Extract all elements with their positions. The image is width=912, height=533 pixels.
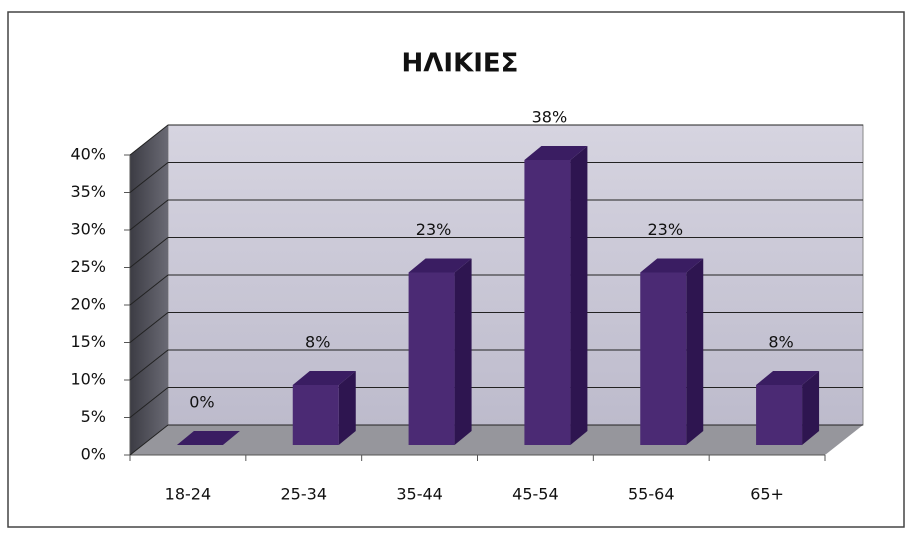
y-tick-label: 15% (70, 332, 106, 351)
value-label: 0% (189, 393, 214, 412)
y-tick-label: 20% (70, 295, 106, 314)
x-tick-label: 65+ (750, 485, 784, 504)
bar-side (454, 258, 472, 445)
grid-line (129, 349, 169, 381)
value-label: 23% (647, 220, 683, 239)
bar-top (756, 371, 820, 385)
bar (408, 272, 455, 445)
grid-line (129, 199, 169, 231)
x-tick-label: 25-34 (281, 485, 328, 504)
y-tick-label: 10% (70, 370, 106, 389)
bar (292, 385, 339, 445)
value-label: 38% (532, 108, 568, 127)
bar-top (292, 371, 356, 385)
value-label: 23% (416, 220, 452, 239)
value-label: 8% (768, 333, 793, 352)
y-tick-label: 25% (70, 257, 106, 276)
bar-side (802, 371, 820, 445)
bar-side (686, 258, 704, 445)
grid-line (129, 387, 169, 418)
bar-top (176, 431, 240, 445)
y-tick-label: 5% (81, 407, 106, 426)
y-tick-label: 40% (70, 145, 106, 164)
y-tick-label: 30% (70, 220, 106, 239)
bar-side (338, 371, 356, 445)
bar-top (524, 146, 588, 160)
y-tick-label: 0% (81, 445, 106, 464)
x-tick-label: 18-24 (165, 485, 212, 504)
bar-top (408, 258, 472, 273)
grid-line (129, 424, 169, 456)
value-label: 8% (305, 333, 330, 352)
grid-line (129, 237, 169, 268)
grid-line (129, 274, 169, 306)
bar-side (570, 146, 588, 445)
bar (640, 272, 687, 445)
grid-line (129, 312, 169, 343)
bar (524, 160, 571, 445)
x-tick-label: 55-64 (628, 485, 675, 504)
bar-top (640, 258, 704, 273)
grid-line (129, 162, 169, 193)
floor (130, 425, 863, 455)
chart-title: ΗΛΙΚΙΕΣ (402, 49, 519, 79)
x-tick-label: 35-44 (396, 485, 443, 504)
grid-line (129, 124, 169, 156)
bar (756, 385, 803, 445)
x-tick-label: 45-54 (512, 485, 559, 504)
y-tick-label: 35% (70, 182, 106, 201)
